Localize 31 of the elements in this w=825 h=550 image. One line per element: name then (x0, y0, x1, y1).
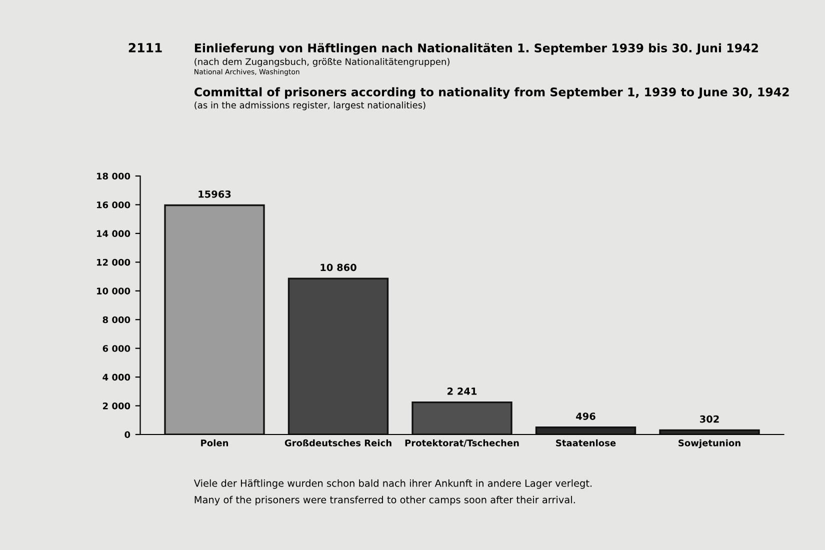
text: Committal of prisoners according to nationality from September 1, 1939 to June 30, 1942 (194, 87, 789, 99)
y-tick-label: 6 000 (102, 345, 130, 352)
text: Many of the prisoners were transferred to other camps soon after their arrival. (194, 496, 575, 506)
text: Viele der Häftlinge wurden schon bald nach ihrer Ankunft in andere Lager verlegt. (194, 479, 592, 489)
y-tick-label: 14 000 (96, 230, 130, 238)
y-tick-label: 8 000 (102, 316, 130, 324)
text: 2111 (128, 42, 162, 52)
x-tick-label: Sowjetunion (678, 439, 740, 448)
data-label: 15963 (198, 190, 231, 198)
y-tick-label: 12 000 (96, 258, 130, 266)
x-tick-label: Großdeutsches Reich (284, 439, 392, 446)
bar (412, 401, 512, 434)
bar (164, 204, 265, 434)
y-tick-label: 2 000 (102, 402, 130, 410)
data-label: 10 860 (320, 264, 356, 272)
bar (288, 278, 389, 434)
data-label: 496 (576, 412, 596, 420)
y-tick-label: 10 000 (96, 288, 130, 294)
y-tick-label: 18 000 (96, 172, 130, 180)
x-tick-label: Polen (201, 439, 228, 446)
chart-subtitle: (nach dem Zugangsbuch, größte Nationalitätengruppen) (194, 58, 450, 67)
bar (535, 426, 636, 434)
text: (as in the admissions register, largest nationalities) (194, 101, 426, 110)
x-tick-label: Staatenlose (556, 439, 616, 446)
y-tick-label: 0 (124, 431, 130, 438)
y-tick-label: 4 000 (102, 374, 130, 381)
chart-title: Einlieferung von Häftlingen nach Nationalitäten 1. September 1939 bis 30. Juni 1942 (194, 43, 758, 55)
y-tick-label: 16 000 (96, 201, 130, 208)
x-tick-label: Protektorat/Tschechen (405, 439, 519, 448)
data-label: 302 (700, 415, 719, 423)
data-label: 2 241 (448, 388, 477, 395)
